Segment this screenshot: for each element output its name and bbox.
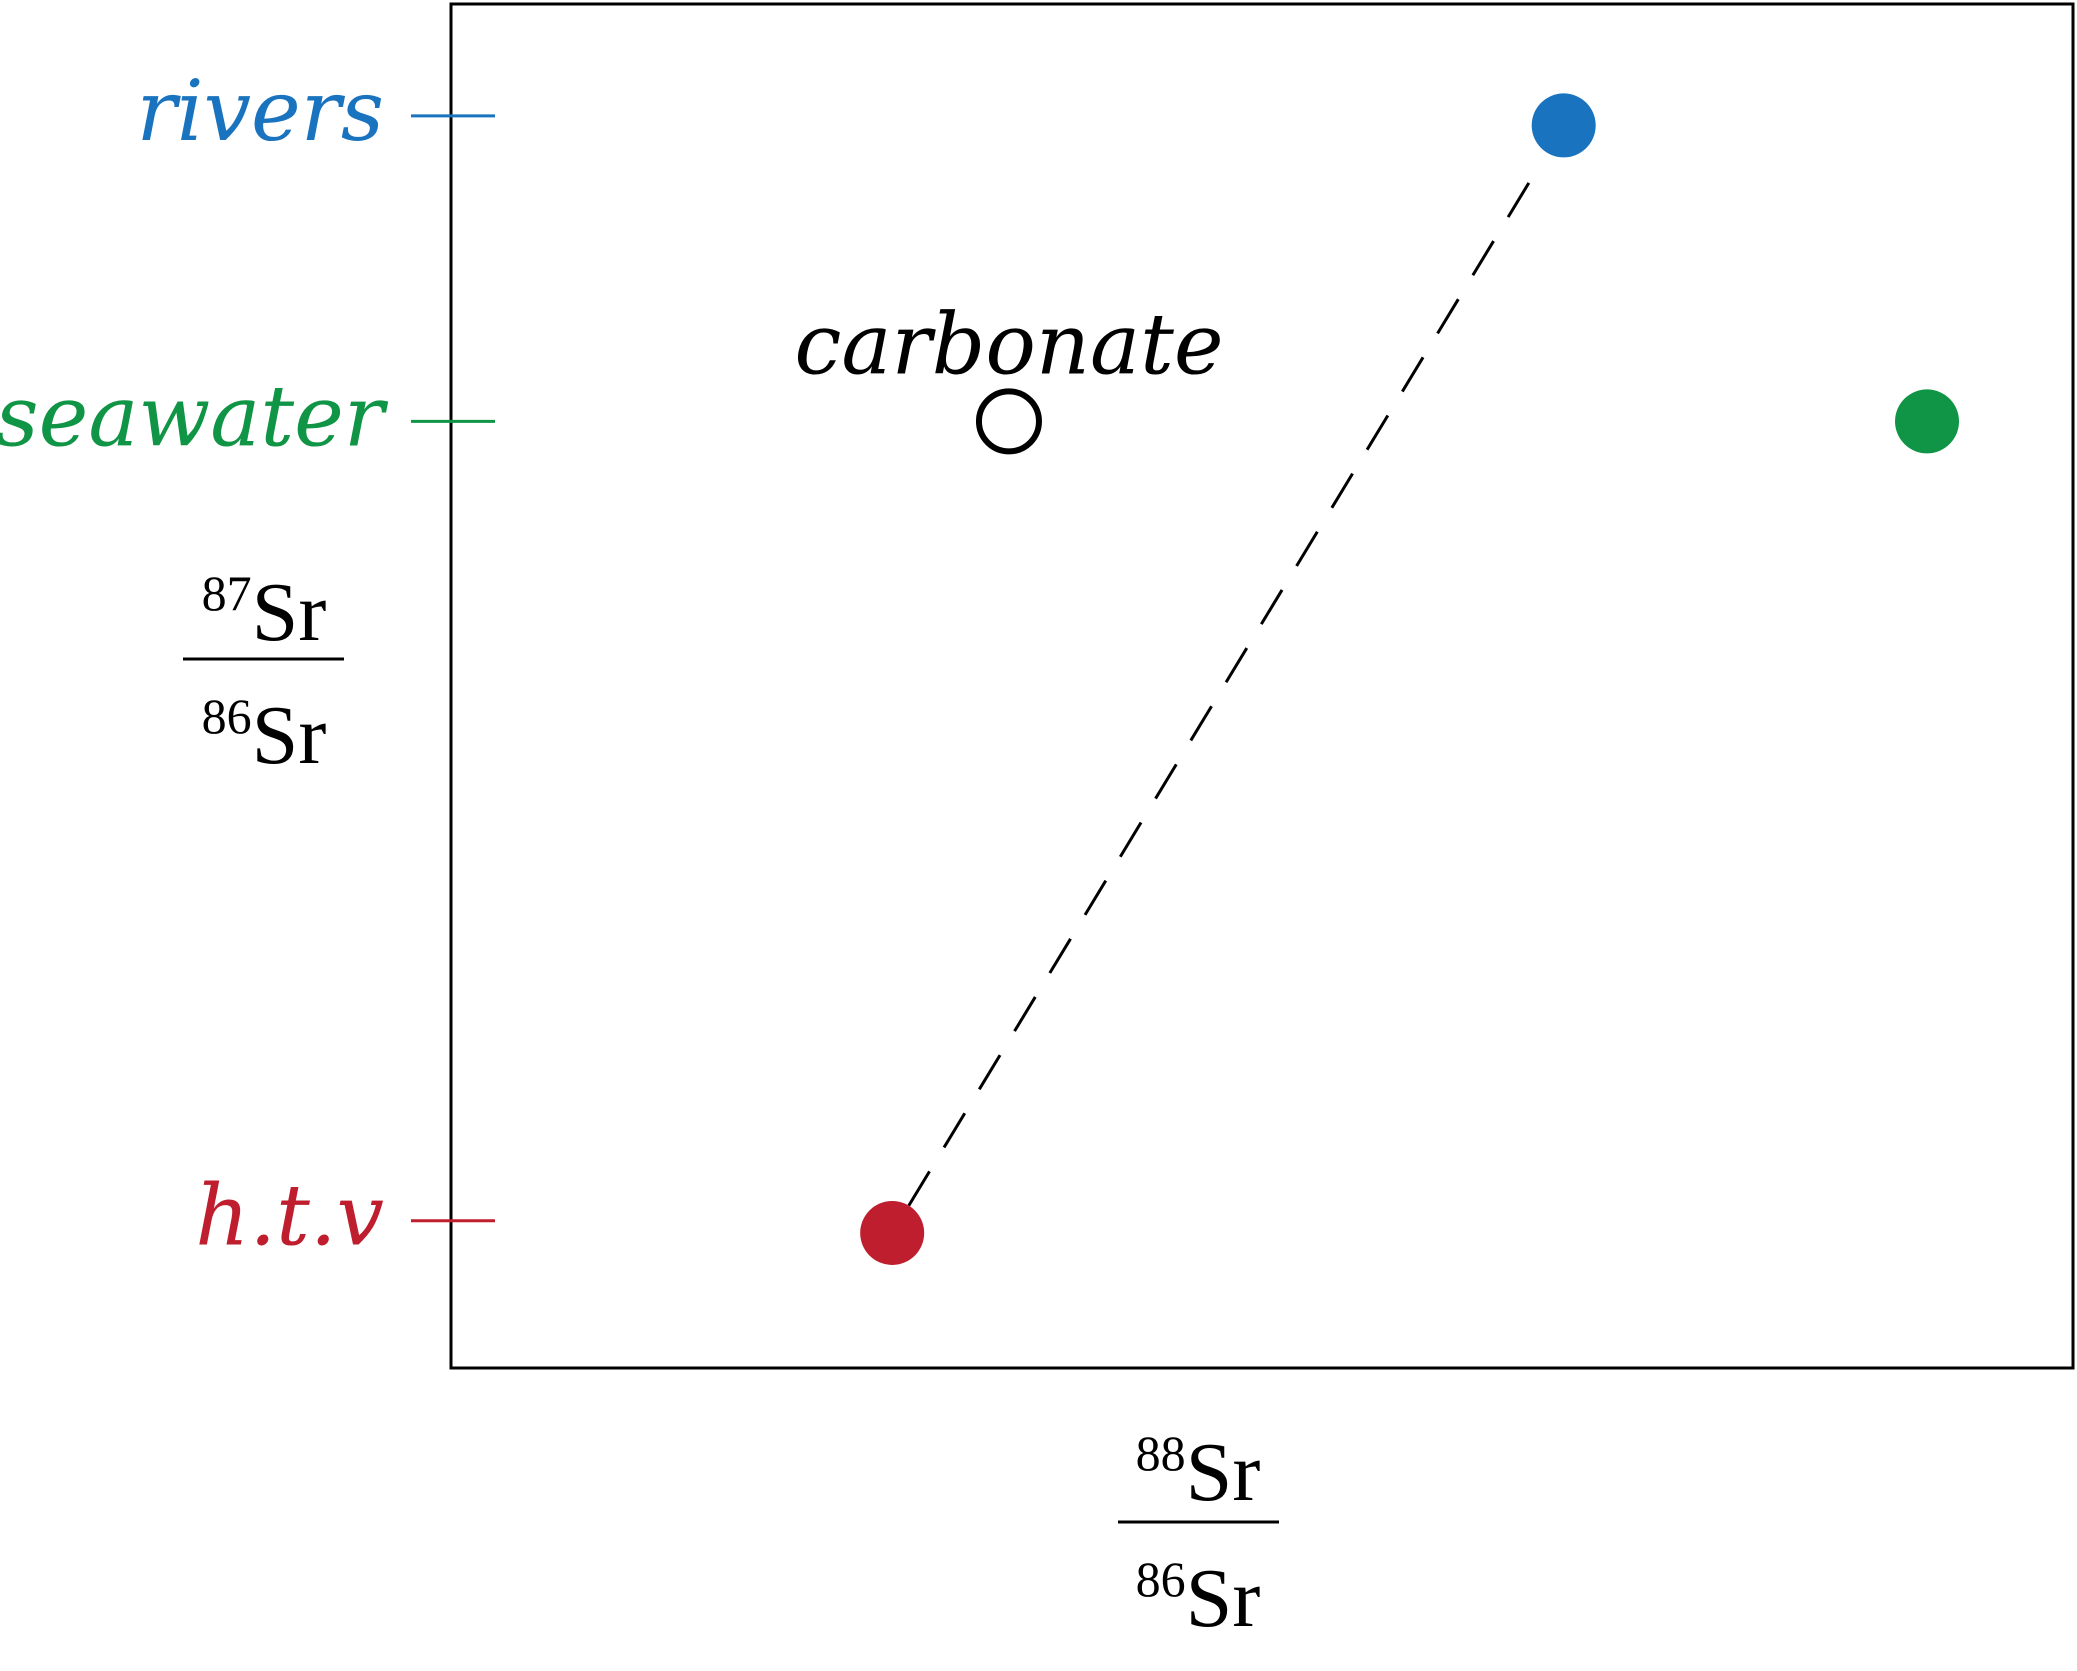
- point-h-t-v: [860, 1200, 925, 1265]
- x-label-numerator-mass: 88: [1136, 1425, 1186, 1481]
- x-label-denominator-element: Sr: [1186, 1552, 1261, 1645]
- x-label-denominator-mass: 86: [1136, 1551, 1186, 1607]
- y-label-numerator-element: Sr: [252, 566, 327, 659]
- y-label-numerator-mass: 87: [202, 565, 252, 621]
- data-points: [860, 93, 1960, 1265]
- svg-text:86Sr: 86Sr: [202, 688, 327, 782]
- y-label-denominator-element: Sr: [252, 689, 327, 782]
- plot-area-frame: [449, 2, 2075, 1370]
- x-label-numerator-element: Sr: [1186, 1426, 1261, 1519]
- y-axis-label: 87Sr 86Sr: [183, 565, 344, 782]
- y-label-denominator-mass: 86: [202, 688, 252, 744]
- y-tick-label-rivers: rivers: [137, 62, 384, 160]
- svg-text:87Sr: 87Sr: [202, 565, 327, 659]
- point-seawater: [1895, 389, 1960, 454]
- x-axis-label: 88Sr 86Sr: [1118, 1425, 1279, 1645]
- y-tick-label-seawater: seawater: [0, 367, 389, 465]
- point-carbonate: [975, 388, 1042, 455]
- svg-text:86Sr: 86Sr: [1136, 1551, 1261, 1645]
- y-tick-label-h-t-v: h.t.v: [195, 1167, 384, 1265]
- carbonate-annotation: carbonate: [794, 295, 1223, 393]
- y-axis-ticks: rivers seawater h.t.v: [0, 62, 495, 1265]
- point-rivers: [1531, 93, 1596, 158]
- svg-text:88Sr: 88Sr: [1136, 1425, 1261, 1519]
